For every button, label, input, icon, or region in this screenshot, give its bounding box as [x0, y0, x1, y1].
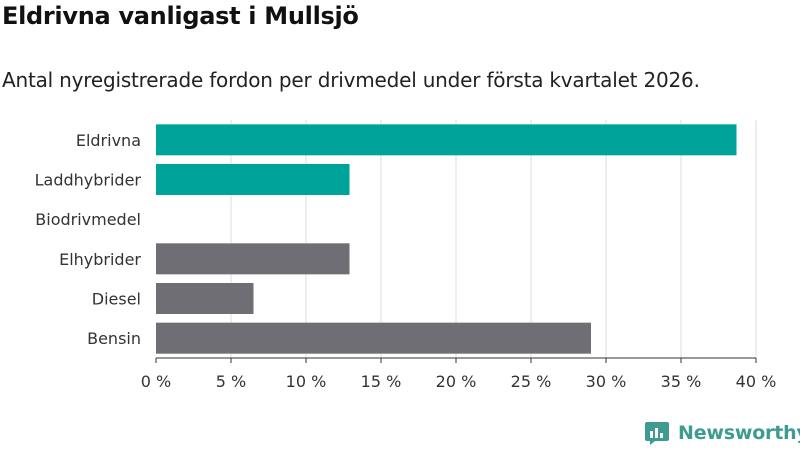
- category-label: Biodrivmedel: [35, 210, 141, 229]
- x-tick-label: 15 %: [361, 372, 402, 391]
- x-tick-label: 40 %: [736, 372, 777, 391]
- category-label: Bensin: [87, 329, 141, 348]
- bar-bensin: [156, 322, 591, 354]
- x-tick-label: 25 %: [511, 372, 552, 391]
- bar-eldrivna: [156, 124, 737, 156]
- x-tick-label: 5 %: [216, 372, 246, 391]
- x-tick-label: 10 %: [286, 372, 327, 391]
- x-tick-label: 35 %: [661, 372, 702, 391]
- x-tick-label: 0 %: [141, 372, 171, 391]
- bar-elhybrider: [156, 243, 350, 275]
- chart-subtitle: Antal nyregistrerade fordon per drivmede…: [2, 68, 700, 92]
- category-label: Diesel: [92, 290, 141, 309]
- newsworthy-logo-icon: [645, 422, 669, 445]
- category-label: Eldrivna: [76, 131, 141, 150]
- category-label: Elhybrider: [59, 250, 141, 269]
- bar-diesel: [156, 283, 254, 314]
- brand-name: Newsworthy: [678, 422, 800, 444]
- bar-laddhybrider: [156, 164, 350, 195]
- x-tick-label: 30 %: [586, 372, 627, 391]
- newsworthy-brand: Newsworthy: [644, 418, 800, 448]
- chart-title: Eldrivna vanligast i Mullsjö: [2, 2, 359, 30]
- category-label: Laddhybrider: [35, 171, 142, 190]
- x-tick-label: 20 %: [436, 372, 477, 391]
